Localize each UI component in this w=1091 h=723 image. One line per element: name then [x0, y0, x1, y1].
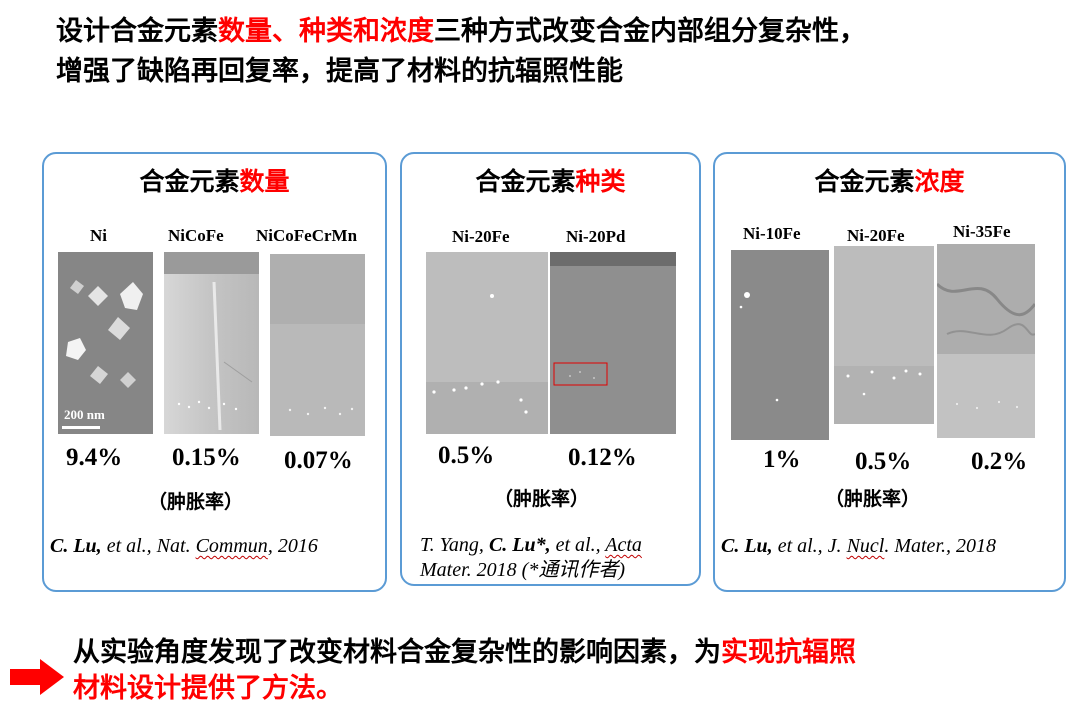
panel-title: 合金元素浓度: [814, 167, 965, 196]
swelling-value-ni-20pd: 0.12%: [568, 444, 637, 471]
panel-element-number: 合金元素数量 Ni NiCoFe NiCoFeCrMn 200 nm: [42, 152, 387, 592]
conclusion-line-2: 材料设计提供了方法。: [73, 673, 343, 704]
sample-label-ni: Ni: [90, 226, 107, 245]
conclusion-text: 从实验角度发现了改变材料合金复杂性的影响因素，为实现抗辐照 材料设计提供了方法。: [73, 635, 856, 707]
swelling-value-nicofecrmn: 0.07%: [284, 447, 353, 474]
scale-bar: [62, 426, 100, 429]
title-line-2: 增强了缺陷再回复率，提高了材料的抗辐照性能: [56, 56, 623, 87]
tem-image-ni: [58, 252, 153, 434]
swelling-value-nicofe: 0.15%: [172, 444, 241, 471]
tem-image-ni-20fe-conc: [834, 246, 934, 424]
panel-element-type: 合金元素种类 Ni-20Fe Ni-20Pd 0.5% 0.12% （肿胀率） …: [400, 152, 701, 586]
citation: T. Yang, C. Lu*, et al., Acta Mater. 2018…: [420, 534, 642, 581]
panel-title: 合金元素种类: [475, 167, 626, 196]
tem-image-ni-20pd: [550, 252, 676, 434]
swelling-value-ni-35fe: 0.2%: [971, 448, 1028, 475]
citation: C. Lu, et al., J. Nucl. Mater., 2018: [721, 535, 997, 557]
swelling-value-ni-20fe: 0.5%: [855, 448, 912, 475]
tem-image-ni-35fe: [937, 244, 1035, 438]
conclusion-line-1: 从实验角度发现了改变材料合金复杂性的影响因素，为实现抗辐照: [73, 637, 856, 668]
sample-label-ni-20fe: Ni-20Fe: [452, 227, 510, 246]
tem-image-ni-20fe: [426, 252, 548, 434]
title-highlight: 数量、种类和浓度: [218, 16, 434, 47]
swelling-value-ni: 9.4%: [66, 444, 123, 471]
sample-label-ni-20pd: Ni-20Pd: [566, 227, 626, 246]
sample-label-ni-20fe: Ni-20Fe: [847, 226, 905, 245]
swelling-unit-label: （肿胀率）: [825, 488, 921, 510]
swelling-value-ni-10fe: 1%: [763, 446, 801, 473]
sample-label-ni-10fe: Ni-10Fe: [743, 224, 801, 243]
swelling-value-ni-20fe: 0.5%: [438, 442, 495, 469]
sample-label-nicofecrmn: NiCoFeCrMn: [256, 226, 358, 245]
citation: C. Lu, et al., Nat. Commun, 2016: [50, 535, 318, 557]
swelling-unit-label: （肿胀率）: [148, 491, 244, 513]
sample-label-ni-35fe: Ni-35Fe: [953, 222, 1011, 241]
title-text: 三种方式改变合金内部组分复杂性，: [434, 16, 866, 47]
slide-title: 设计合金元素数量、种类和浓度三种方式改变合金内部组分复杂性， 增强了缺陷再回复率…: [56, 12, 866, 92]
tem-image-nicofe: [164, 252, 259, 434]
scale-bar-label: 200 nm: [64, 407, 105, 422]
title-line-1: 设计合金元素数量、种类和浓度三种方式改变合金内部组分复杂性，: [56, 12, 866, 52]
title-text: 设计合金元素: [56, 16, 218, 47]
swelling-unit-label: （肿胀率）: [494, 488, 590, 510]
panel-element-concentration: 合金元素浓度 Ni-10Fe Ni-20Fe Ni-35Fe 1% 0.5% 0…: [713, 152, 1066, 592]
panel-title: 合金元素数量: [139, 167, 290, 196]
sample-label-nicofe: NiCoFe: [168, 226, 224, 245]
tem-image-nicofecrmn: [270, 254, 365, 436]
right-arrow-icon: [10, 659, 64, 695]
tem-image-ni-10fe: [731, 250, 829, 440]
